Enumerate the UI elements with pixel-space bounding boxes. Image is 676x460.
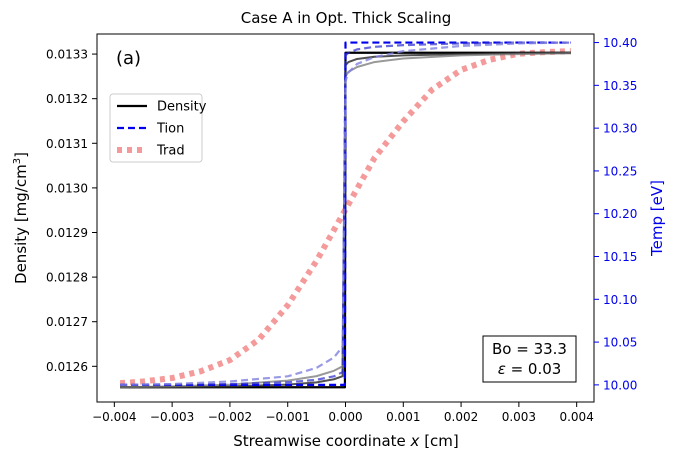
x-tick-label: 0.003: [502, 410, 536, 424]
legend-label-density: Density: [157, 100, 207, 115]
series-line-tion: [120, 41, 571, 386]
y-left-tick-label: 0.0128: [46, 271, 88, 285]
y-axis-left-label: Density [mg/cm3]: [12, 152, 30, 284]
y-left-tick-label: 0.0127: [46, 315, 88, 329]
x-tick-label: 0.002: [444, 410, 478, 424]
x-tick-label: −0.001: [265, 410, 309, 424]
series-line-tion: [120, 41, 571, 386]
y-left-tick-label: 0.0129: [46, 226, 88, 240]
y-left-tick-label: 0.0132: [46, 92, 88, 106]
y-right-tick-label: 10.30: [603, 122, 637, 136]
x-axis-label: Streamwise coordinate x [cm]: [233, 432, 459, 450]
series-layer: [119, 41, 571, 389]
panel-label: (a): [116, 48, 141, 69]
x-axis: −0.004 −0.003 −0.002 −0.001 0.000 0.001 0.002 0…: [92, 402, 594, 424]
x-tick-label: −0.004: [92, 410, 136, 424]
y-right-tick-label: 10.00: [603, 378, 637, 392]
x-tick-label: −0.003: [150, 410, 194, 424]
annotation-epsilon: ε = 0.03: [498, 360, 562, 378]
chart-title: Case A in Opt. Thick Scaling: [241, 9, 452, 27]
series-line-tion: [120, 41, 571, 386]
y-left-tick-label: 0.0130: [46, 181, 88, 195]
y-right-tick-label: 10.15: [603, 250, 637, 264]
legend-label-trad: Trad: [156, 144, 185, 159]
legend-box: [109, 93, 203, 163]
y-right-tick-label: 10.25: [603, 164, 637, 178]
y-right-tick-label: 10.20: [603, 207, 637, 221]
series-line-trad: [119, 48, 571, 387]
x-tick-label: −0.002: [208, 410, 252, 424]
x-tick-label: 0.004: [559, 410, 593, 424]
y-axis-left: 0.0126 0.0127 0.0128 0.0129 0.0130 0.0131 0.01…: [46, 48, 97, 374]
y-left-tick-label: 0.0133: [46, 48, 88, 62]
y-axis-right: 10.00 10.05 10.10 10.15 10.20 10.25 10.30 10.35…: [594, 36, 637, 392]
y-left-tick-label: 0.0131: [46, 137, 88, 151]
legend: Density Tion Trad: [109, 93, 207, 163]
annotation-frame: [482, 335, 577, 383]
y-right-tick-label: 10.10: [603, 293, 637, 307]
x-tick-label: 0.001: [386, 410, 420, 424]
y-right-tick-label: 10.40: [603, 36, 637, 50]
y-left-tick-label: 0.0126: [46, 360, 88, 374]
x-tick-label: 0.000: [328, 410, 362, 424]
y-right-tick-label: 10.05: [603, 336, 637, 350]
annotation-box: Bo = 33.3 ε = 0.03: [482, 335, 577, 383]
annotation-bo: Bo = 33.3: [492, 340, 567, 358]
y-right-tick-label: 10.35: [603, 79, 637, 93]
y-axis-right-label: Temp [eV]: [648, 180, 666, 257]
legend-label-tion: Tion: [156, 122, 184, 137]
